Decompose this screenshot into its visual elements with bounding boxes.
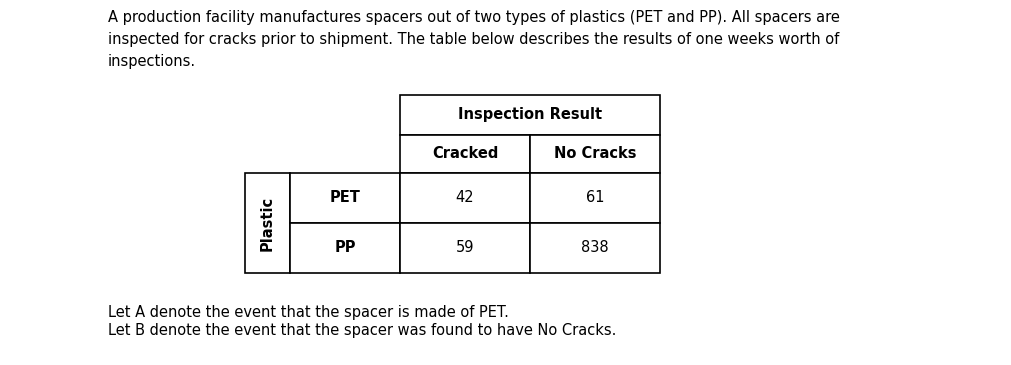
Bar xyxy=(530,173,659,223)
Text: PET: PET xyxy=(330,191,360,205)
Text: Cracked: Cracked xyxy=(432,146,497,161)
Bar xyxy=(530,135,659,173)
Bar xyxy=(399,95,659,135)
Text: 42: 42 xyxy=(455,191,474,205)
Text: Inspection Result: Inspection Result xyxy=(458,108,602,123)
Bar xyxy=(245,173,290,273)
Text: 61: 61 xyxy=(585,191,604,205)
Text: Plastic: Plastic xyxy=(260,195,275,250)
Bar xyxy=(290,223,399,273)
Bar xyxy=(399,173,530,223)
Text: A production facility manufactures spacers out of two types of plastics (PET and: A production facility manufactures space… xyxy=(108,10,839,69)
Bar xyxy=(530,223,659,273)
Text: Let B denote the event that the spacer was found to have No Cracks.: Let B denote the event that the spacer w… xyxy=(108,323,616,338)
Text: 59: 59 xyxy=(455,241,474,256)
Bar xyxy=(290,173,399,223)
Text: No Cracks: No Cracks xyxy=(553,146,636,161)
Text: PP: PP xyxy=(334,241,356,256)
Text: Let A denote the event that the spacer is made of PET.: Let A denote the event that the spacer i… xyxy=(108,305,509,320)
Bar xyxy=(399,135,530,173)
Text: 838: 838 xyxy=(580,241,609,256)
Bar xyxy=(399,223,530,273)
